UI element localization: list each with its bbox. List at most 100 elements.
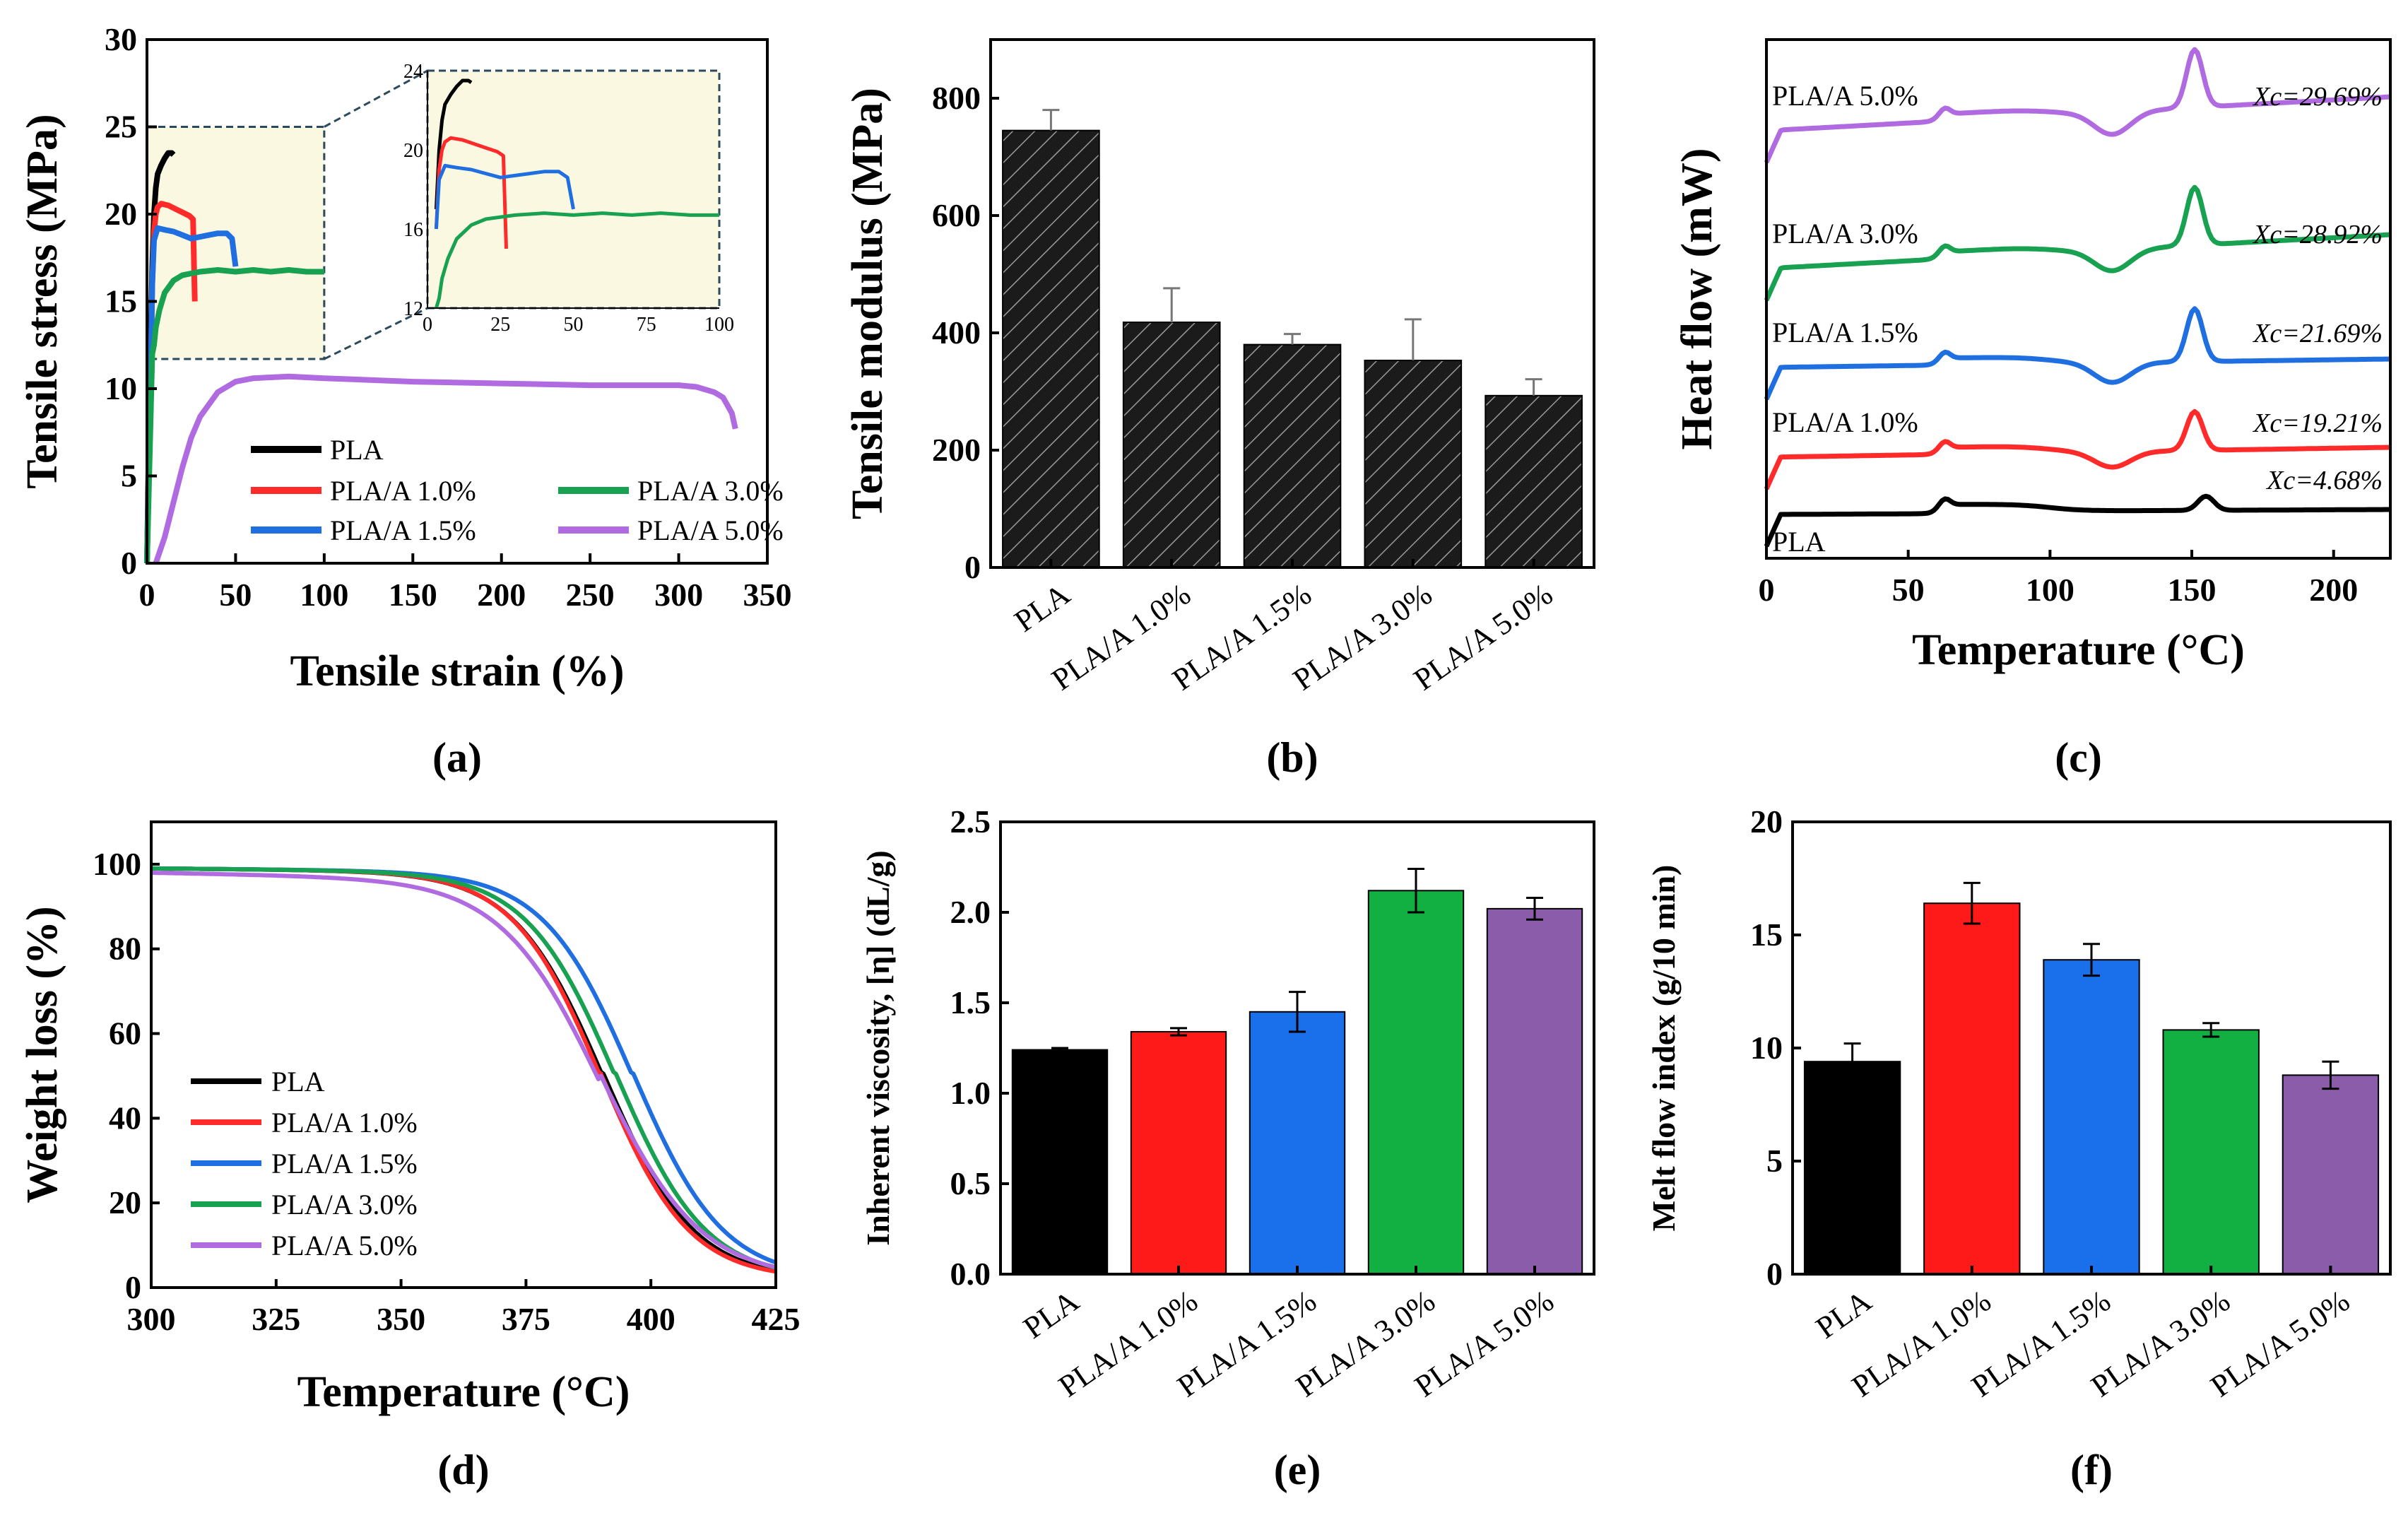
legend-label: PLA/A 1.5% — [330, 514, 476, 546]
plot-frame-e — [999, 820, 1595, 1276]
crystallinity-label: Xc=4.68% — [2265, 466, 2383, 495]
legend-label: PLA/A 3.0% — [637, 475, 784, 507]
legend-label: PLA/A 1.5% — [271, 1148, 418, 1179]
y-axis-label: Heat flow (mW) — [1673, 148, 1721, 450]
inset-x-tick-label: 100 — [704, 314, 734, 336]
y-tick-label: 1.5 — [950, 984, 991, 1020]
series-line-pla-a-5-0- — [153, 373, 738, 565]
x-tick-label: 350 — [743, 577, 792, 613]
y-tick-label: 30 — [105, 21, 137, 57]
y-tick-label: 15 — [1750, 917, 1783, 953]
y-tick-label: 0 — [125, 1269, 141, 1305]
y-tick-label: 60 — [109, 1015, 141, 1052]
tga-curve — [151, 871, 777, 1270]
x-tick-label: 250 — [566, 577, 615, 613]
inset-x-tick-label: 75 — [637, 314, 656, 336]
bar — [1485, 394, 1583, 568]
inset-x-tick-label: 0 — [423, 314, 432, 336]
inset-series-line — [434, 136, 508, 249]
zoom-connector — [324, 307, 428, 360]
legend-label: PLA — [271, 1066, 325, 1097]
legend-label: PLA/A 1.0% — [271, 1107, 418, 1138]
y-tick-label: 20 — [1750, 803, 1783, 840]
tga-curve — [151, 866, 777, 1270]
y-tick-label: 0 — [964, 549, 981, 585]
inset-x-tick-label: 50 — [564, 314, 584, 336]
category-label: PLA — [1008, 577, 1076, 639]
legend-label: PLA — [330, 434, 384, 466]
x-tick-label: 300 — [654, 577, 703, 613]
crystallinity-label: Xc=29.69% — [2252, 82, 2383, 112]
x-tick-label: 200 — [2309, 572, 2358, 608]
y-tick-label: 10 — [1750, 1030, 1783, 1066]
x-tick-label: 400 — [627, 1301, 675, 1337]
y-tick-label: 1.0 — [950, 1075, 991, 1111]
legend-label: PLA/A 5.0% — [637, 514, 784, 546]
inset-x-tick-label: 25 — [490, 314, 510, 336]
y-tick-label: 200 — [932, 432, 981, 468]
x-tick-label: 150 — [2168, 572, 2217, 608]
category-label: PLA — [1017, 1283, 1085, 1346]
bar — [1130, 1030, 1227, 1275]
x-tick-label: 150 — [389, 577, 437, 613]
panel-label: (a) — [432, 734, 482, 781]
bar — [1249, 1011, 1346, 1276]
bar — [2162, 1029, 2260, 1276]
y-tick-label: 0.0 — [950, 1256, 991, 1292]
inset-y-tick-label: 16 — [403, 219, 423, 241]
x-tick-label: 300 — [127, 1301, 176, 1337]
bar — [1243, 343, 1342, 568]
crystallinity-label: Xc=21.69% — [2252, 319, 2383, 348]
dsc-curve — [1764, 184, 2391, 302]
y-axis-label: Weight loss (%) — [18, 906, 66, 1203]
y-tick-label: 40 — [109, 1100, 141, 1136]
bar — [2282, 1074, 2380, 1276]
dsc-curve — [1764, 47, 2391, 164]
x-tick-label: 200 — [477, 577, 526, 613]
panel-label: (e) — [1274, 1447, 1321, 1493]
x-axis-label: Temperature (°C) — [1912, 626, 2245, 674]
y-tick-label: 15 — [105, 283, 137, 319]
x-tick-label: 100 — [2026, 572, 2074, 608]
inset-frame — [426, 69, 721, 310]
y-tick-label: 20 — [105, 196, 137, 232]
bar — [1803, 1061, 1901, 1275]
y-tick-label: 2.0 — [950, 894, 991, 930]
bar — [1011, 1049, 1109, 1276]
y-tick-label: 2.5 — [950, 803, 991, 840]
series-label: PLA/A 1.5% — [1772, 317, 1918, 348]
legend-label: PLA/A 3.0% — [271, 1189, 418, 1220]
category-label: PLA — [1810, 1283, 1877, 1346]
series-line-pla-a-3-0- — [144, 267, 324, 564]
y-axis-label: Melt flow index (g/10 min) — [1646, 865, 1682, 1232]
inset-y-tick-label: 20 — [403, 140, 423, 162]
y-axis-label: Inherent viscosity, [η] (dL/g) — [860, 850, 896, 1245]
x-axis-label: Temperature (°C) — [297, 1368, 630, 1416]
y-tick-label: 0.5 — [950, 1165, 991, 1201]
inset-series-line — [434, 78, 473, 210]
y-tick-label: 5 — [1766, 1143, 1783, 1179]
panel-label: (d) — [437, 1447, 489, 1493]
series-label: PLA — [1772, 526, 1826, 558]
x-tick-label: 425 — [752, 1301, 801, 1337]
x-tick-label: 325 — [252, 1301, 300, 1337]
bar — [1364, 360, 1463, 568]
bar — [2043, 959, 2140, 1275]
y-tick-label: 0 — [121, 545, 137, 581]
x-tick-label: 50 — [1892, 572, 1925, 608]
plot-frame-b — [989, 38, 1595, 569]
legend-label: PLA/A 5.0% — [271, 1230, 418, 1261]
y-tick-label: 600 — [932, 197, 981, 233]
y-tick-label: 400 — [932, 314, 981, 351]
y-tick-label: 80 — [109, 931, 141, 967]
series-label: PLA/A 5.0% — [1772, 80, 1918, 112]
zoom-region — [146, 126, 326, 360]
series-label: PLA/A 1.0% — [1772, 406, 1918, 438]
plot-frame-d — [150, 820, 777, 1289]
dsc-curve — [1764, 408, 2391, 490]
x-tick-label: 0 — [139, 577, 155, 613]
inset-y-tick-label: 24 — [403, 61, 423, 83]
legend-label: PLA/A 1.0% — [330, 475, 476, 507]
